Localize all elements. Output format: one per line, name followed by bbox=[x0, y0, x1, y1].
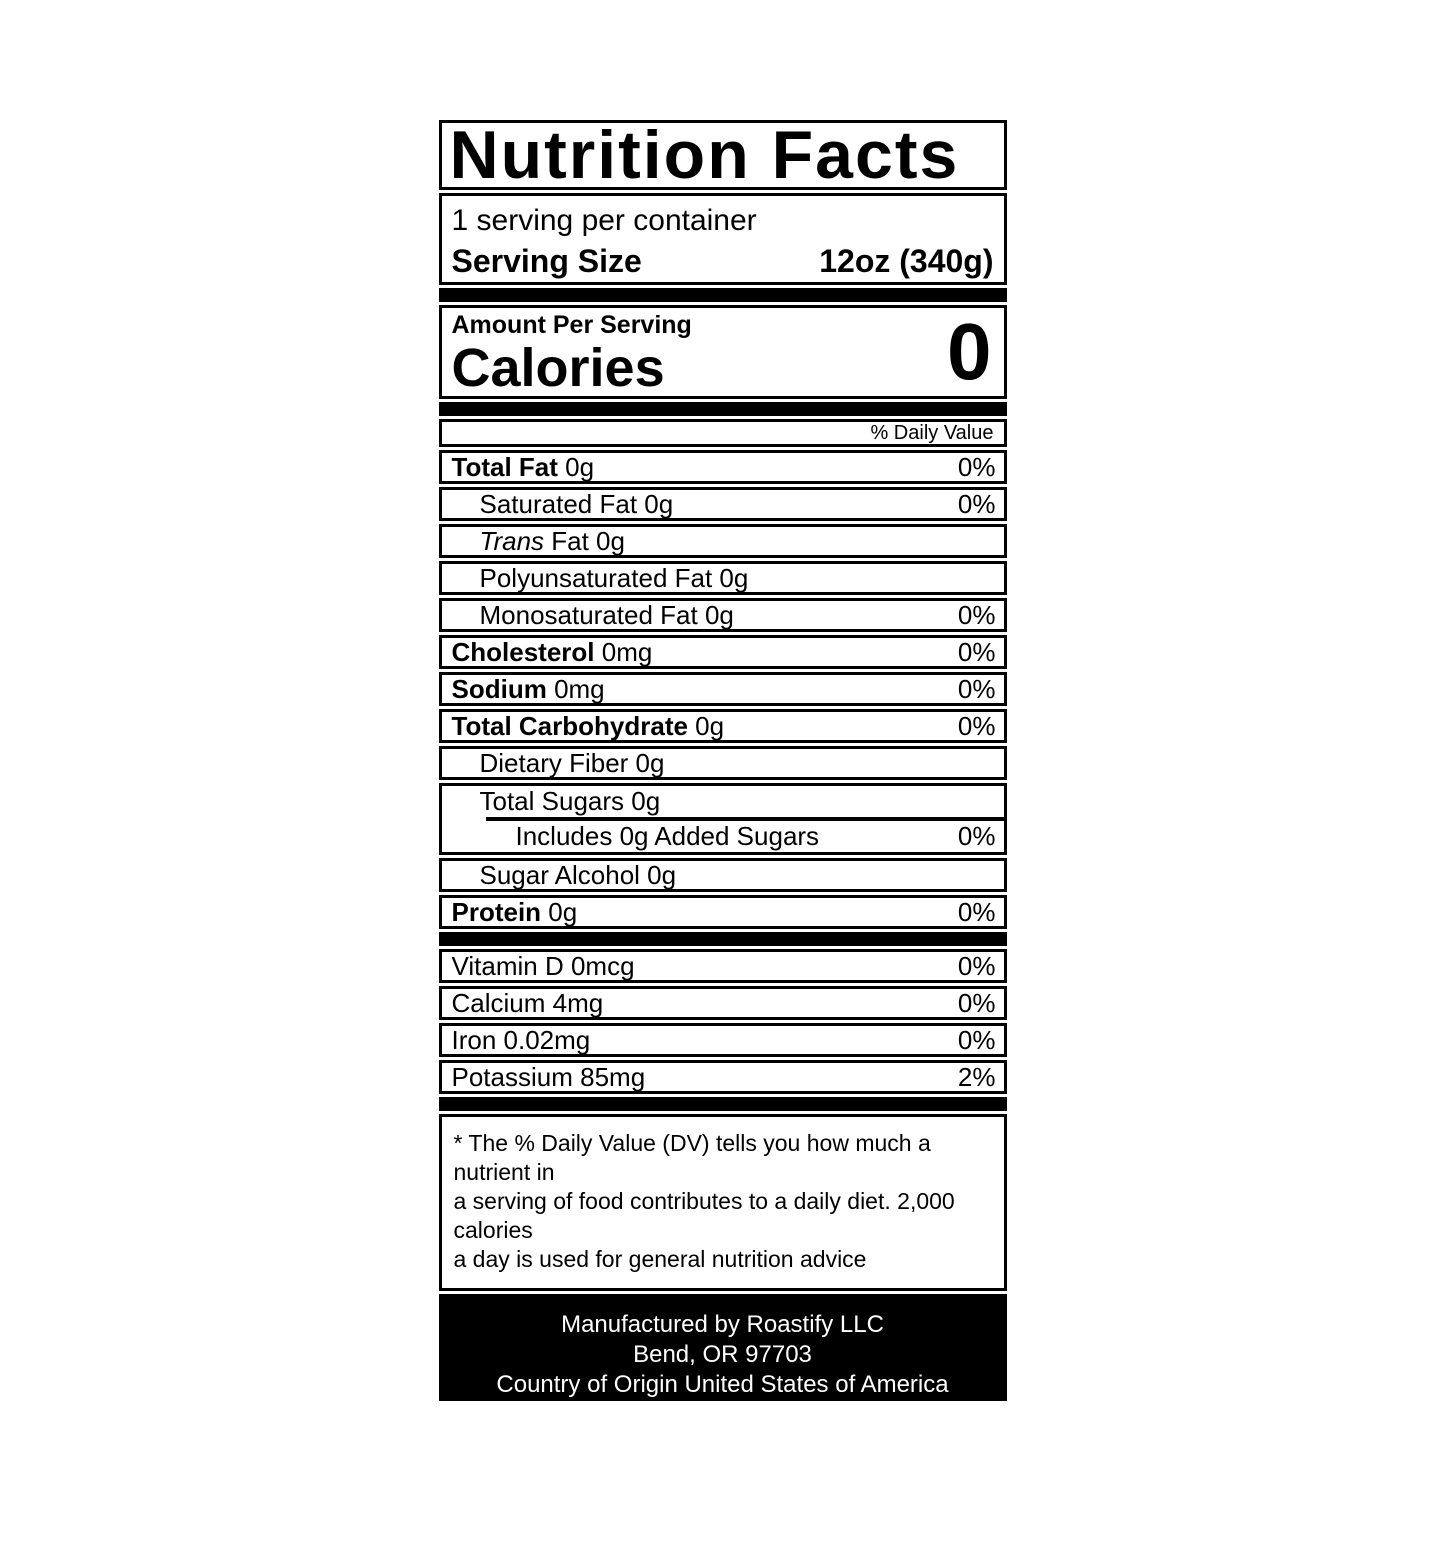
sugars-divider bbox=[485, 817, 1004, 821]
nutrient-row-trans-fat: Trans Fat 0g bbox=[438, 524, 1007, 558]
nutrient-name: Includes 0g Added Sugars bbox=[515, 821, 820, 851]
nutrient-dv: 0% bbox=[957, 673, 996, 704]
vitamin-name: Iron 0.02mg bbox=[451, 1024, 591, 1055]
nutrient-name: Sugar Alcohol 0g bbox=[479, 859, 677, 890]
vitamin-dv: 0% bbox=[957, 950, 996, 981]
nutrient-name: Polyunsaturated Fat 0g bbox=[479, 562, 749, 593]
vitamin-row-iron: Iron 0.02mg 0% bbox=[438, 1023, 1007, 1057]
nutrient-dv: 0% bbox=[957, 451, 996, 482]
vitamin-row-calcium: Calcium 4mg 0% bbox=[438, 986, 1007, 1020]
vitamin-rows: Vitamin D 0mcg 0% Calcium 4mg 0% Iron 0.02mg… bbox=[438, 949, 1007, 1094]
page-title: Nutrition Facts bbox=[449, 120, 960, 190]
nutrient-name: Saturated Fat 0g bbox=[479, 488, 674, 519]
nutrition-facts-label: Nutrition Facts 1 serving per container … bbox=[438, 120, 1007, 1401]
footnote-line: * The % Daily Value (DV) tells you how m… bbox=[453, 1130, 931, 1185]
separator-band bbox=[438, 288, 1007, 302]
nutrient-dv: 0% bbox=[957, 488, 996, 519]
vitamin-row-vitamin-d: Vitamin D 0mcg 0% bbox=[438, 949, 1007, 983]
nutrient-name: Monosaturated Fat 0g bbox=[479, 599, 734, 630]
nutrient-row-monosaturated-fat: Monosaturated Fat 0g 0% bbox=[438, 598, 1007, 632]
title-box: Nutrition Facts bbox=[438, 120, 1007, 190]
daily-value-header: % Daily Value bbox=[870, 421, 994, 444]
daily-value-header-box: % Daily Value bbox=[438, 419, 1007, 447]
nutrient-row-total-sugars: Total Sugars 0g bbox=[441, 786, 1004, 817]
calories-box: Amount Per Serving Calories 0 bbox=[438, 305, 1007, 399]
vitamin-row-potassium: Potassium 85mg 2% bbox=[438, 1060, 1007, 1094]
vitamin-dv: 0% bbox=[957, 987, 996, 1018]
nutrient-row-polyunsaturated-fat: Polyunsaturated Fat 0g bbox=[438, 561, 1007, 595]
calories-label: Calories bbox=[451, 337, 665, 398]
nutrient-row-protein: Protein 0g 0% bbox=[438, 895, 1007, 929]
separator-band bbox=[438, 1097, 1007, 1111]
footnote-box: * The % Daily Value (DV) tells you how m… bbox=[438, 1114, 1007, 1291]
nutrient-row-sodium: Sodium 0mg 0% bbox=[438, 672, 1007, 706]
nutrient-row-sugar-alcohol: Sugar Alcohol 0g bbox=[438, 858, 1007, 892]
nutrient-name: Dietary Fiber 0g bbox=[479, 747, 665, 778]
calories-left-column: Amount Per Serving Calories bbox=[452, 310, 692, 395]
nutrient-name: Total Fat 0g bbox=[451, 451, 595, 482]
footnote-line: a serving of food contributes to a daily… bbox=[453, 1188, 955, 1243]
nutrient-row-total-carbohydrate: Total Carbohydrate 0g 0% bbox=[438, 709, 1007, 743]
nutrient-row-added-sugars: Includes 0g Added Sugars 0% bbox=[441, 821, 1004, 852]
nutrient-row-total-fat: Total Fat 0g 0% bbox=[438, 450, 1007, 484]
footer-line: Country of Origin United States of Ameri… bbox=[496, 1371, 949, 1398]
vitamin-name: Calcium 4mg bbox=[451, 987, 604, 1018]
servings-per-container: 1 serving per container bbox=[451, 204, 757, 237]
serving-size-value: 12oz (340g) bbox=[819, 243, 994, 279]
serving-size-row: Serving Size 12oz (340g) bbox=[452, 240, 994, 282]
nutrient-name: Total Sugars 0g bbox=[479, 786, 661, 816]
amount-per-serving-label: Amount Per Serving bbox=[451, 310, 692, 339]
footer-line: Bend, OR 97703 bbox=[633, 1341, 812, 1368]
serving-size-label: Serving Size bbox=[451, 243, 642, 279]
nutrient-row-dietary-fiber: Dietary Fiber 0g bbox=[438, 746, 1007, 780]
nutrient-dv: 0% bbox=[957, 599, 996, 630]
separator-band bbox=[438, 932, 1007, 946]
manufacturer-footer: Manufactured by Roastify LLC Bend, OR 97… bbox=[438, 1294, 1007, 1401]
footer-line: Manufactured by Roastify LLC bbox=[561, 1311, 884, 1338]
vitamin-dv: 0% bbox=[957, 1024, 996, 1055]
nutrient-name: Total Carbohydrate 0g bbox=[451, 710, 725, 741]
separator-band bbox=[438, 402, 1007, 416]
nutrient-name: Trans Fat 0g bbox=[479, 525, 625, 556]
nutrient-name: Sodium 0mg bbox=[451, 673, 605, 704]
nutrient-dv: 0% bbox=[957, 636, 996, 667]
nutrient-name: Protein 0g bbox=[451, 896, 578, 927]
nutrient-rows: Total Fat 0g 0% Saturated Fat 0g 0% Trans Fa… bbox=[438, 450, 1007, 929]
sugars-group: Total Sugars 0g Includes 0g Added Sugars 0… bbox=[438, 783, 1007, 855]
vitamin-dv: 2% bbox=[957, 1061, 996, 1092]
footnote-line: a day is used for general nutrition advi… bbox=[453, 1246, 867, 1272]
nutrient-row-cholesterol: Cholesterol 0mg 0% bbox=[438, 635, 1007, 669]
nutrient-dv: 0% bbox=[957, 896, 996, 927]
calories-value: 0 bbox=[947, 307, 992, 396]
nutrient-dv: 0% bbox=[957, 711, 996, 741]
nutrient-row-saturated-fat: Saturated Fat 0g 0% bbox=[438, 487, 1007, 521]
nutrient-dv: 0% bbox=[957, 821, 996, 851]
nutrient-name: Cholesterol 0mg bbox=[451, 636, 653, 667]
vitamin-name: Vitamin D 0mcg bbox=[451, 950, 635, 981]
serving-info-box: 1 serving per container Serving Size 12o… bbox=[438, 193, 1007, 285]
vitamin-name: Potassium 85mg bbox=[451, 1061, 646, 1092]
